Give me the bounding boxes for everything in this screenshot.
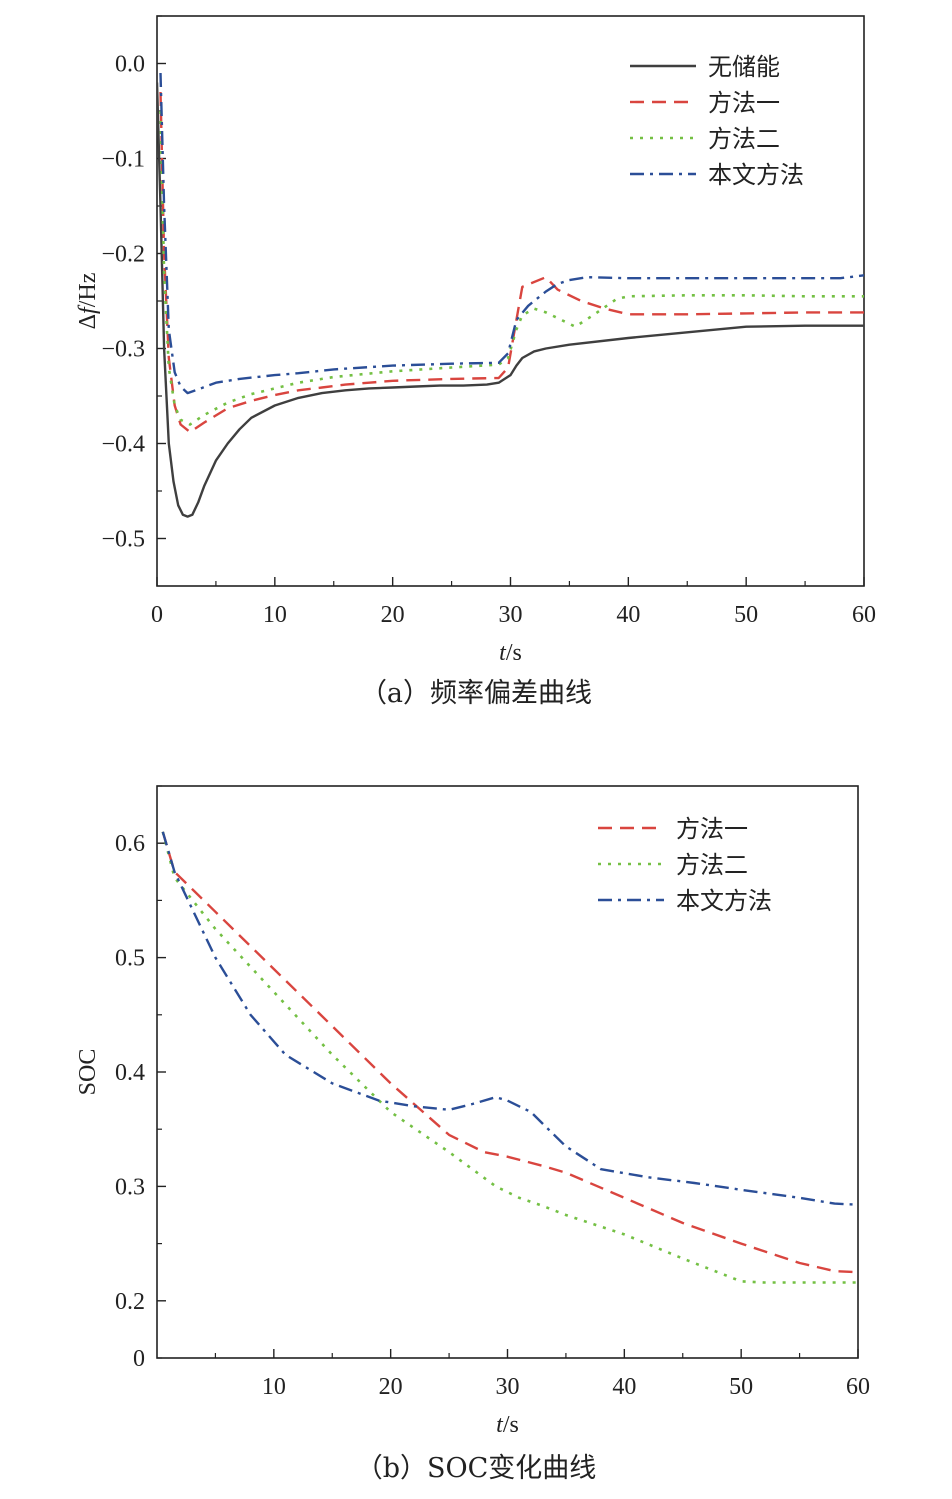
y-tick-label: −0.2	[101, 242, 145, 268]
series-line	[161, 831, 858, 1206]
y-tick-label: 0.0	[115, 52, 145, 78]
x-tick-label: 50	[729, 1374, 753, 1400]
x-axis-label: t/s	[499, 640, 522, 666]
legend-label: 方法一	[708, 89, 780, 117]
series-line	[159, 72, 864, 395]
y-tick-label: 0.4	[115, 1060, 145, 1086]
legend-label: 方法二	[676, 851, 748, 879]
x-tick-label: 40	[616, 602, 640, 628]
series-line	[157, 82, 864, 518]
y-tick-label: 0.2	[115, 1289, 145, 1315]
y-axis-label: SOC	[75, 1049, 101, 1096]
x-tick-label: 40	[612, 1374, 636, 1400]
x-tick-label: 0	[151, 602, 163, 628]
x-tick-label: 60	[846, 1374, 870, 1400]
x-tick-label: 50	[734, 602, 758, 628]
legend-label: 方法二	[708, 125, 780, 153]
figure-caption: （b）SOC变化曲线	[356, 1453, 597, 1484]
y-axis-label: Δf/Hz	[75, 273, 101, 330]
x-tick-label: 10	[263, 602, 287, 628]
x-axis-label: t/s	[496, 1412, 519, 1438]
x-tick-label: 20	[379, 1374, 403, 1400]
frequency-deviation-chart: 0 10 20 30 40 50 60 0.0 −0.1 −0.2 −0.3 −0.4 −0.5 t/s Δ…	[75, 15, 876, 709]
legend-label: 方法一	[676, 815, 748, 843]
origin-label: 0	[133, 1346, 145, 1372]
x-tick-label: 30	[499, 602, 523, 628]
y-tick-label: 0.6	[115, 831, 145, 857]
y-tick-label: −0.4	[101, 432, 145, 458]
figure-caption: （a）频率偏差曲线	[360, 678, 592, 709]
y-tick-label: 0.3	[115, 1174, 145, 1200]
y-tick-label: −0.5	[101, 527, 145, 553]
plot-frame	[156, 785, 859, 1359]
x-tick-label: 30	[496, 1374, 520, 1400]
y-tick-label: −0.1	[101, 147, 145, 173]
series-line	[159, 91, 864, 434]
legend-label: 无储能	[708, 53, 780, 81]
series-line	[159, 110, 864, 426]
x-tick-label: 10	[262, 1374, 286, 1400]
y-tick-label: −0.3	[101, 337, 145, 363]
soc-chart: 10 20 30 40 50 60 0.6 0.5 0.4 0.3 0.2 0 t/s SOC 方法一方法二…	[75, 785, 870, 1484]
y-tick-label: 0.5	[115, 946, 145, 972]
x-tick-label: 60	[852, 602, 876, 628]
x-tick-label: 20	[381, 602, 405, 628]
legend-label: 本文方法	[676, 887, 772, 915]
legend-label: 本文方法	[708, 161, 804, 189]
series-line	[161, 831, 858, 1274]
